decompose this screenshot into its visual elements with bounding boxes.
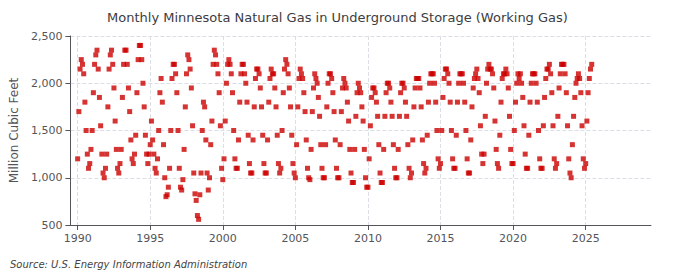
svg-text:2,500: 2,500 (31, 30, 63, 43)
svg-text:2005: 2005 (281, 232, 309, 245)
svg-text:Source: U.S. Energy Informatio: Source: U.S. Energy Information Administ… (10, 259, 247, 270)
svg-text:2015: 2015 (427, 232, 455, 245)
svg-text:1,500: 1,500 (31, 124, 63, 137)
svg-text:2020: 2020 (499, 232, 527, 245)
svg-text:1,000: 1,000 (31, 171, 63, 184)
svg-text:2000: 2000 (209, 232, 237, 245)
svg-text:Million Cubic Feet: Million Cubic Feet (7, 77, 21, 183)
svg-text:2025: 2025 (572, 232, 600, 245)
svg-text:2010: 2010 (354, 232, 382, 245)
svg-text:Monthly Minnesota Natural Gas: Monthly Minnesota Natural Gas in Undergr… (107, 10, 568, 25)
svg-text:1990: 1990 (64, 232, 92, 245)
svg-text:2,000: 2,000 (31, 77, 63, 90)
svg-text:1995: 1995 (136, 232, 164, 245)
svg-text:500: 500 (41, 219, 62, 232)
